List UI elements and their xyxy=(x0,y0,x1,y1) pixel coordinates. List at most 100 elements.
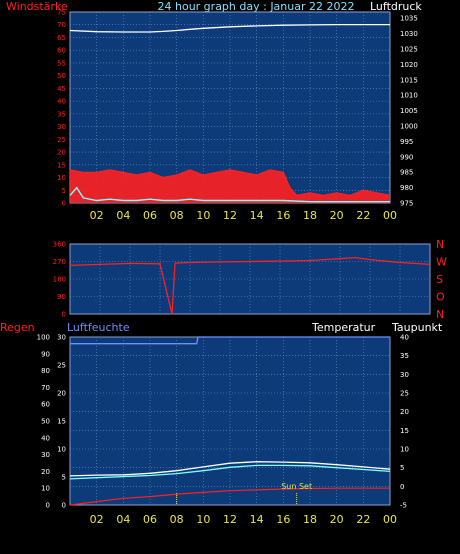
y-tick-label-left: 0 xyxy=(62,200,66,208)
y-tick-label-left: 50 xyxy=(41,418,50,426)
y-tick-label-left2: 20 xyxy=(57,390,66,398)
x-tick-label: 14 xyxy=(250,513,264,526)
x-tick-label: 04 xyxy=(116,209,130,222)
series-wind-line xyxy=(69,186,390,203)
y-tick-label-right: 10 xyxy=(400,446,409,454)
y-tick-label-right: 980 xyxy=(400,184,413,192)
y-tick-label-left: 10 xyxy=(41,485,50,493)
y-tick-label-left: 90 xyxy=(41,350,50,358)
series-gust-area xyxy=(70,169,390,203)
series-gust-line xyxy=(69,169,391,197)
series-humidity-line xyxy=(70,336,390,345)
y-tick-label-left: 30 xyxy=(57,123,66,131)
y-tick-label-right: 1025 xyxy=(400,45,418,53)
x-tick-label: 16 xyxy=(276,209,290,222)
x-tick-label: 04 xyxy=(116,513,130,526)
x-tick-label: 22 xyxy=(356,209,370,222)
series-dewpoint-line xyxy=(69,464,391,480)
y-tick-label-right: 40 xyxy=(400,334,409,342)
y-tick-label-right: 1015 xyxy=(400,76,418,84)
y-tick-label-left: 20 xyxy=(57,149,66,157)
y-tick-label-left: 40 xyxy=(41,434,50,442)
y-tick-label-left: 50 xyxy=(57,72,66,80)
y-tick-label-left2: 25 xyxy=(57,362,66,370)
x-tick-label: 00 xyxy=(383,209,397,222)
y-tick-label-right: 25 xyxy=(400,390,409,398)
y-tick-label-right: 990 xyxy=(400,153,413,161)
x-tick-label: 06 xyxy=(143,209,157,222)
temperature-axis-label: Temperatur xyxy=(311,321,376,334)
y-tick-label-left2: 30 xyxy=(57,334,66,342)
y-tick-label-right: 995 xyxy=(400,138,413,146)
series-pressure-line xyxy=(69,23,390,33)
y-tick-label-right: -5 xyxy=(400,502,407,510)
y-tick-label-right: W xyxy=(436,256,447,269)
y-tick-label-left: 35 xyxy=(57,110,66,118)
rain-axis-label: Regen xyxy=(0,321,35,334)
y-tick-label-left: 0 xyxy=(62,311,66,319)
dewpoint-axis-label: Taupunkt xyxy=(391,321,443,334)
y-tick-label-left: 0 xyxy=(46,502,50,510)
x-tick-label: 08 xyxy=(170,209,184,222)
y-tick-label-right: 1030 xyxy=(400,30,418,38)
y-tick-label-right: 20 xyxy=(400,408,409,416)
y-tick-label-left: 60 xyxy=(41,401,50,409)
y-tick-label-left: 15 xyxy=(57,161,66,169)
y-tick-label-left: 80 xyxy=(41,367,50,375)
x-tick-label: 12 xyxy=(223,513,237,526)
y-tick-label-left: 70 xyxy=(57,21,66,29)
y-tick-label-right: N xyxy=(436,238,444,251)
x-tick-label: 06 xyxy=(143,513,157,526)
y-tick-label-left: 180 xyxy=(53,276,66,284)
wind-pressure-panel: 0510152025303540455055606570759759809859… xyxy=(57,9,418,223)
y-tick-label-right: S xyxy=(436,273,443,286)
sunset-label: Sun Set xyxy=(281,482,312,491)
y-tick-label-right: 35 xyxy=(400,352,409,360)
y-tick-label-left: 55 xyxy=(57,59,66,67)
y-tick-label-left: 90 xyxy=(57,293,66,301)
y-tick-label-left: 65 xyxy=(57,34,66,42)
series-rain-line xyxy=(69,487,390,506)
x-tick-label: 02 xyxy=(90,209,104,222)
y-tick-label-left2: 5 xyxy=(62,474,66,482)
y-tick-label-right: 0 xyxy=(400,483,404,491)
y-tick-label-left: 70 xyxy=(41,384,50,392)
y-tick-label-left: 10 xyxy=(57,174,66,182)
humidity-temperature-panel: 0102030405060708090100051015202530-50510… xyxy=(37,334,409,527)
humidity-axis-label: Luftfeuchte xyxy=(67,321,130,334)
y-tick-label-left: 20 xyxy=(41,468,50,476)
y-tick-label-left: 75 xyxy=(57,9,66,17)
y-tick-label-left: 60 xyxy=(57,47,66,55)
y-tick-label-left: 40 xyxy=(57,98,66,106)
y-tick-label-right: 1000 xyxy=(400,122,418,130)
y-tick-label-left: 30 xyxy=(41,451,50,459)
y-tick-label-right: 15 xyxy=(400,427,409,435)
y-tick-label-right: 975 xyxy=(400,200,413,208)
x-tick-label: 02 xyxy=(90,513,104,526)
y-tick-label-left2: 15 xyxy=(57,418,66,426)
x-tick-label: 18 xyxy=(303,513,317,526)
x-tick-label: 16 xyxy=(276,513,290,526)
y-tick-label-left: 270 xyxy=(53,258,66,266)
x-tick-label: 14 xyxy=(250,209,264,222)
x-tick-label: 20 xyxy=(330,513,344,526)
y-tick-label-left: 5 xyxy=(62,187,66,195)
y-tick-label-right: 5 xyxy=(400,464,404,472)
x-tick-label: 22 xyxy=(356,513,370,526)
y-tick-label-right: 1020 xyxy=(400,61,418,69)
y-tick-label-left2: 10 xyxy=(57,446,66,454)
wind-axis-label: Windstärke xyxy=(6,0,68,13)
y-tick-label-left: 45 xyxy=(57,85,66,93)
x-tick-label: 10 xyxy=(196,513,210,526)
x-tick-label: 10 xyxy=(196,209,210,222)
y-tick-label-right: N xyxy=(436,308,444,321)
y-tick-label-right: 1035 xyxy=(400,15,418,23)
series-temperature-line xyxy=(69,461,391,477)
y-tick-label-left: 100 xyxy=(37,334,50,342)
pressure-axis-label: Luftdruck xyxy=(370,0,422,13)
x-tick-label: 20 xyxy=(330,209,344,222)
x-tick-label: 08 xyxy=(170,513,184,526)
y-tick-label-right: 985 xyxy=(400,169,413,177)
y-tick-label-right: O xyxy=(436,291,445,304)
